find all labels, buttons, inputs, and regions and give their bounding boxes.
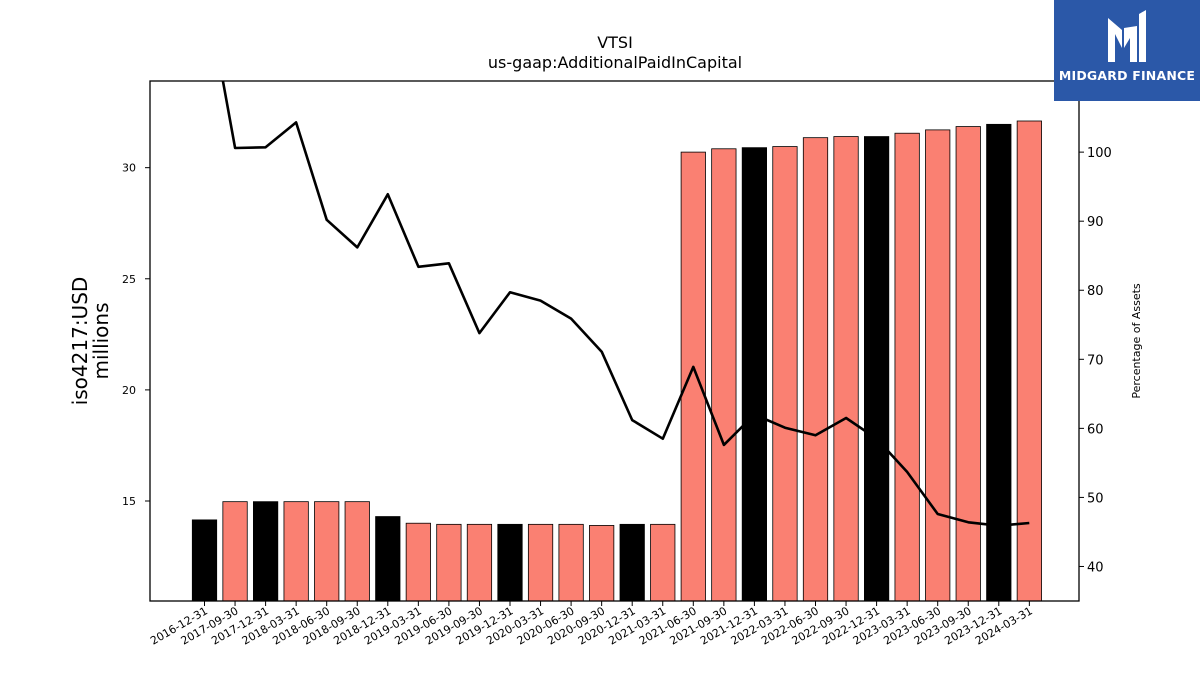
bar-2022-09-30: [833, 136, 859, 602]
bar-2023-09-30: [955, 126, 981, 602]
bar-2020-12-31: [619, 523, 645, 602]
bar-2022-12-31: [864, 136, 890, 602]
bar-2022-03-31: [772, 146, 798, 602]
bar-2023-06-30: [925, 129, 951, 602]
y2-tick-label: 90: [1087, 215, 1104, 230]
y2-tick-label: 70: [1087, 353, 1104, 368]
plot-frame: [149, 80, 1080, 602]
y-tick-label: 20: [122, 384, 136, 397]
bar-2021-06-30: [680, 151, 706, 602]
bar-2023-12-31: [986, 123, 1012, 602]
bar-2022-06-30: [802, 137, 829, 602]
bar-2021-09-30: [711, 148, 737, 602]
bar-2018-06-30: [314, 501, 340, 602]
y-tick-label: 30: [122, 162, 136, 175]
y-axis-label-line2: millions: [89, 302, 113, 379]
bar-2021-12-31: [741, 147, 768, 602]
y2-tick-label: 50: [1087, 491, 1104, 506]
x-axis: 2016-12-312017-09-302017-12-312018-03-31…: [148, 601, 1035, 648]
y2-axis-label: Percentage of Assets: [1130, 283, 1143, 399]
bar-2020-09-30: [589, 525, 615, 602]
bar-series: [191, 120, 1042, 602]
percentage-line: [221, 81, 1030, 528]
bar-2020-06-30: [558, 523, 584, 602]
bar-2019-09-30: [466, 523, 493, 602]
bar-2018-12-31: [375, 516, 401, 602]
bar-2019-03-31: [405, 522, 431, 602]
y-tick-label: 25: [122, 273, 136, 286]
bar-2018-03-31: [283, 501, 309, 602]
bar-2019-12-31: [497, 523, 523, 602]
bar-2020-03-31: [527, 523, 554, 602]
bar-2023-03-31: [894, 132, 920, 602]
bar-2018-09-30: [344, 501, 370, 602]
chart-title: VTSI: [597, 33, 633, 52]
bar-2024-03-31: [1016, 120, 1042, 602]
bar-2019-06-30: [436, 523, 462, 602]
bar-2021-03-31: [650, 523, 676, 602]
right-axis: 40 50 60 70 80 90 100: [1079, 146, 1112, 575]
logo-mark-icon: [1108, 10, 1146, 62]
y2-tick-label: 100: [1087, 146, 1112, 161]
y-tick-label: 15: [122, 495, 136, 508]
y2-tick-label: 40: [1087, 560, 1104, 575]
logo-text: MIDGARD FINANCE: [1058, 68, 1196, 83]
left-axis: 15 20 25 30: [122, 162, 150, 508]
midgard-finance-logo: MIDGARD FINANCE: [1054, 0, 1200, 101]
bar-2016-12-31: [191, 519, 218, 602]
y-axis-label-line1: iso4217:USD: [68, 277, 92, 406]
bar-2017-12-31: [252, 501, 279, 602]
bar-2017-09-30: [222, 501, 248, 602]
y2-tick-label: 80: [1087, 284, 1104, 299]
chart-subtitle: us-gaap:AdditionalPaidInCapital: [488, 53, 742, 72]
y2-tick-label: 60: [1087, 422, 1104, 437]
